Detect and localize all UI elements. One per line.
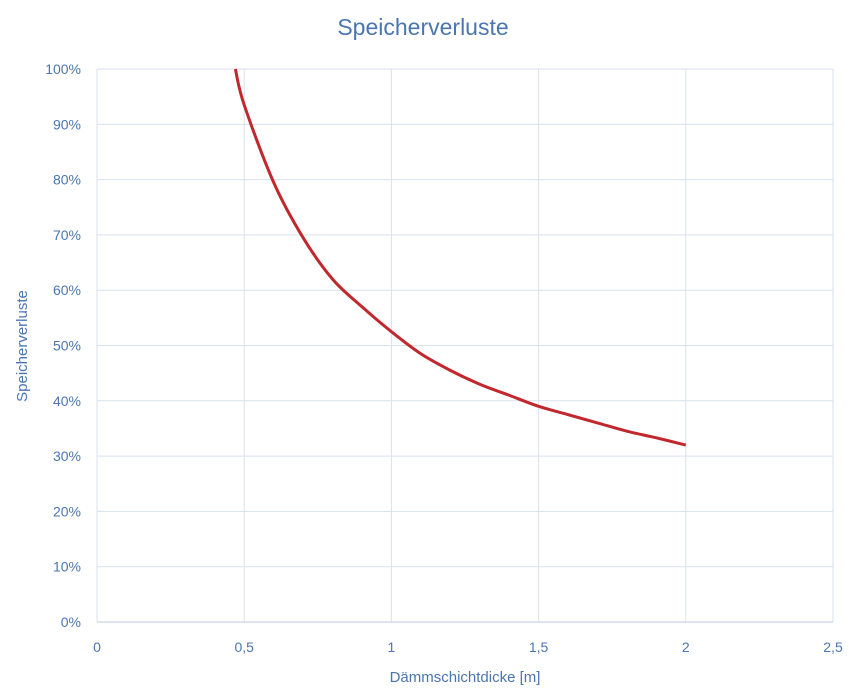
- y-tick-label: 70%: [53, 227, 81, 243]
- y-tick-label: 90%: [53, 116, 81, 132]
- y-tick-label: 20%: [53, 503, 81, 519]
- chart-title: Speicherverluste: [337, 14, 508, 40]
- x-tick-label: 0: [93, 639, 101, 655]
- x-tick-label: 1: [388, 639, 396, 655]
- x-tick-label: 0,5: [234, 639, 254, 655]
- x-tick-label: 1,5: [529, 639, 549, 655]
- y-tick-label: 100%: [45, 61, 81, 77]
- y-tick-label: 0%: [61, 614, 81, 630]
- y-tick-label: 60%: [53, 282, 81, 298]
- gridlines: [96, 68, 834, 623]
- x-tick-label: 2,5: [823, 639, 843, 655]
- y-axis-ticks: 0% 10% 20% 30% 40% 50% 60% 70% 80% 90% 100%: [45, 61, 81, 630]
- y-tick-label: 50%: [53, 338, 81, 354]
- y-tick-label: 80%: [53, 172, 81, 188]
- y-tick-label: 40%: [53, 393, 81, 409]
- y-axis-label: Speicherverluste: [14, 290, 31, 402]
- x-axis-ticks: 0 0,5 1 1,5 2 2,5: [93, 639, 843, 655]
- x-tick-label: 2: [682, 639, 690, 655]
- y-tick-label: 30%: [53, 448, 81, 464]
- series-line-speicherverluste: [233, 68, 687, 447]
- x-axis-label: Dämmschichtdicke [m]: [390, 669, 541, 686]
- y-tick-label: 10%: [53, 559, 81, 575]
